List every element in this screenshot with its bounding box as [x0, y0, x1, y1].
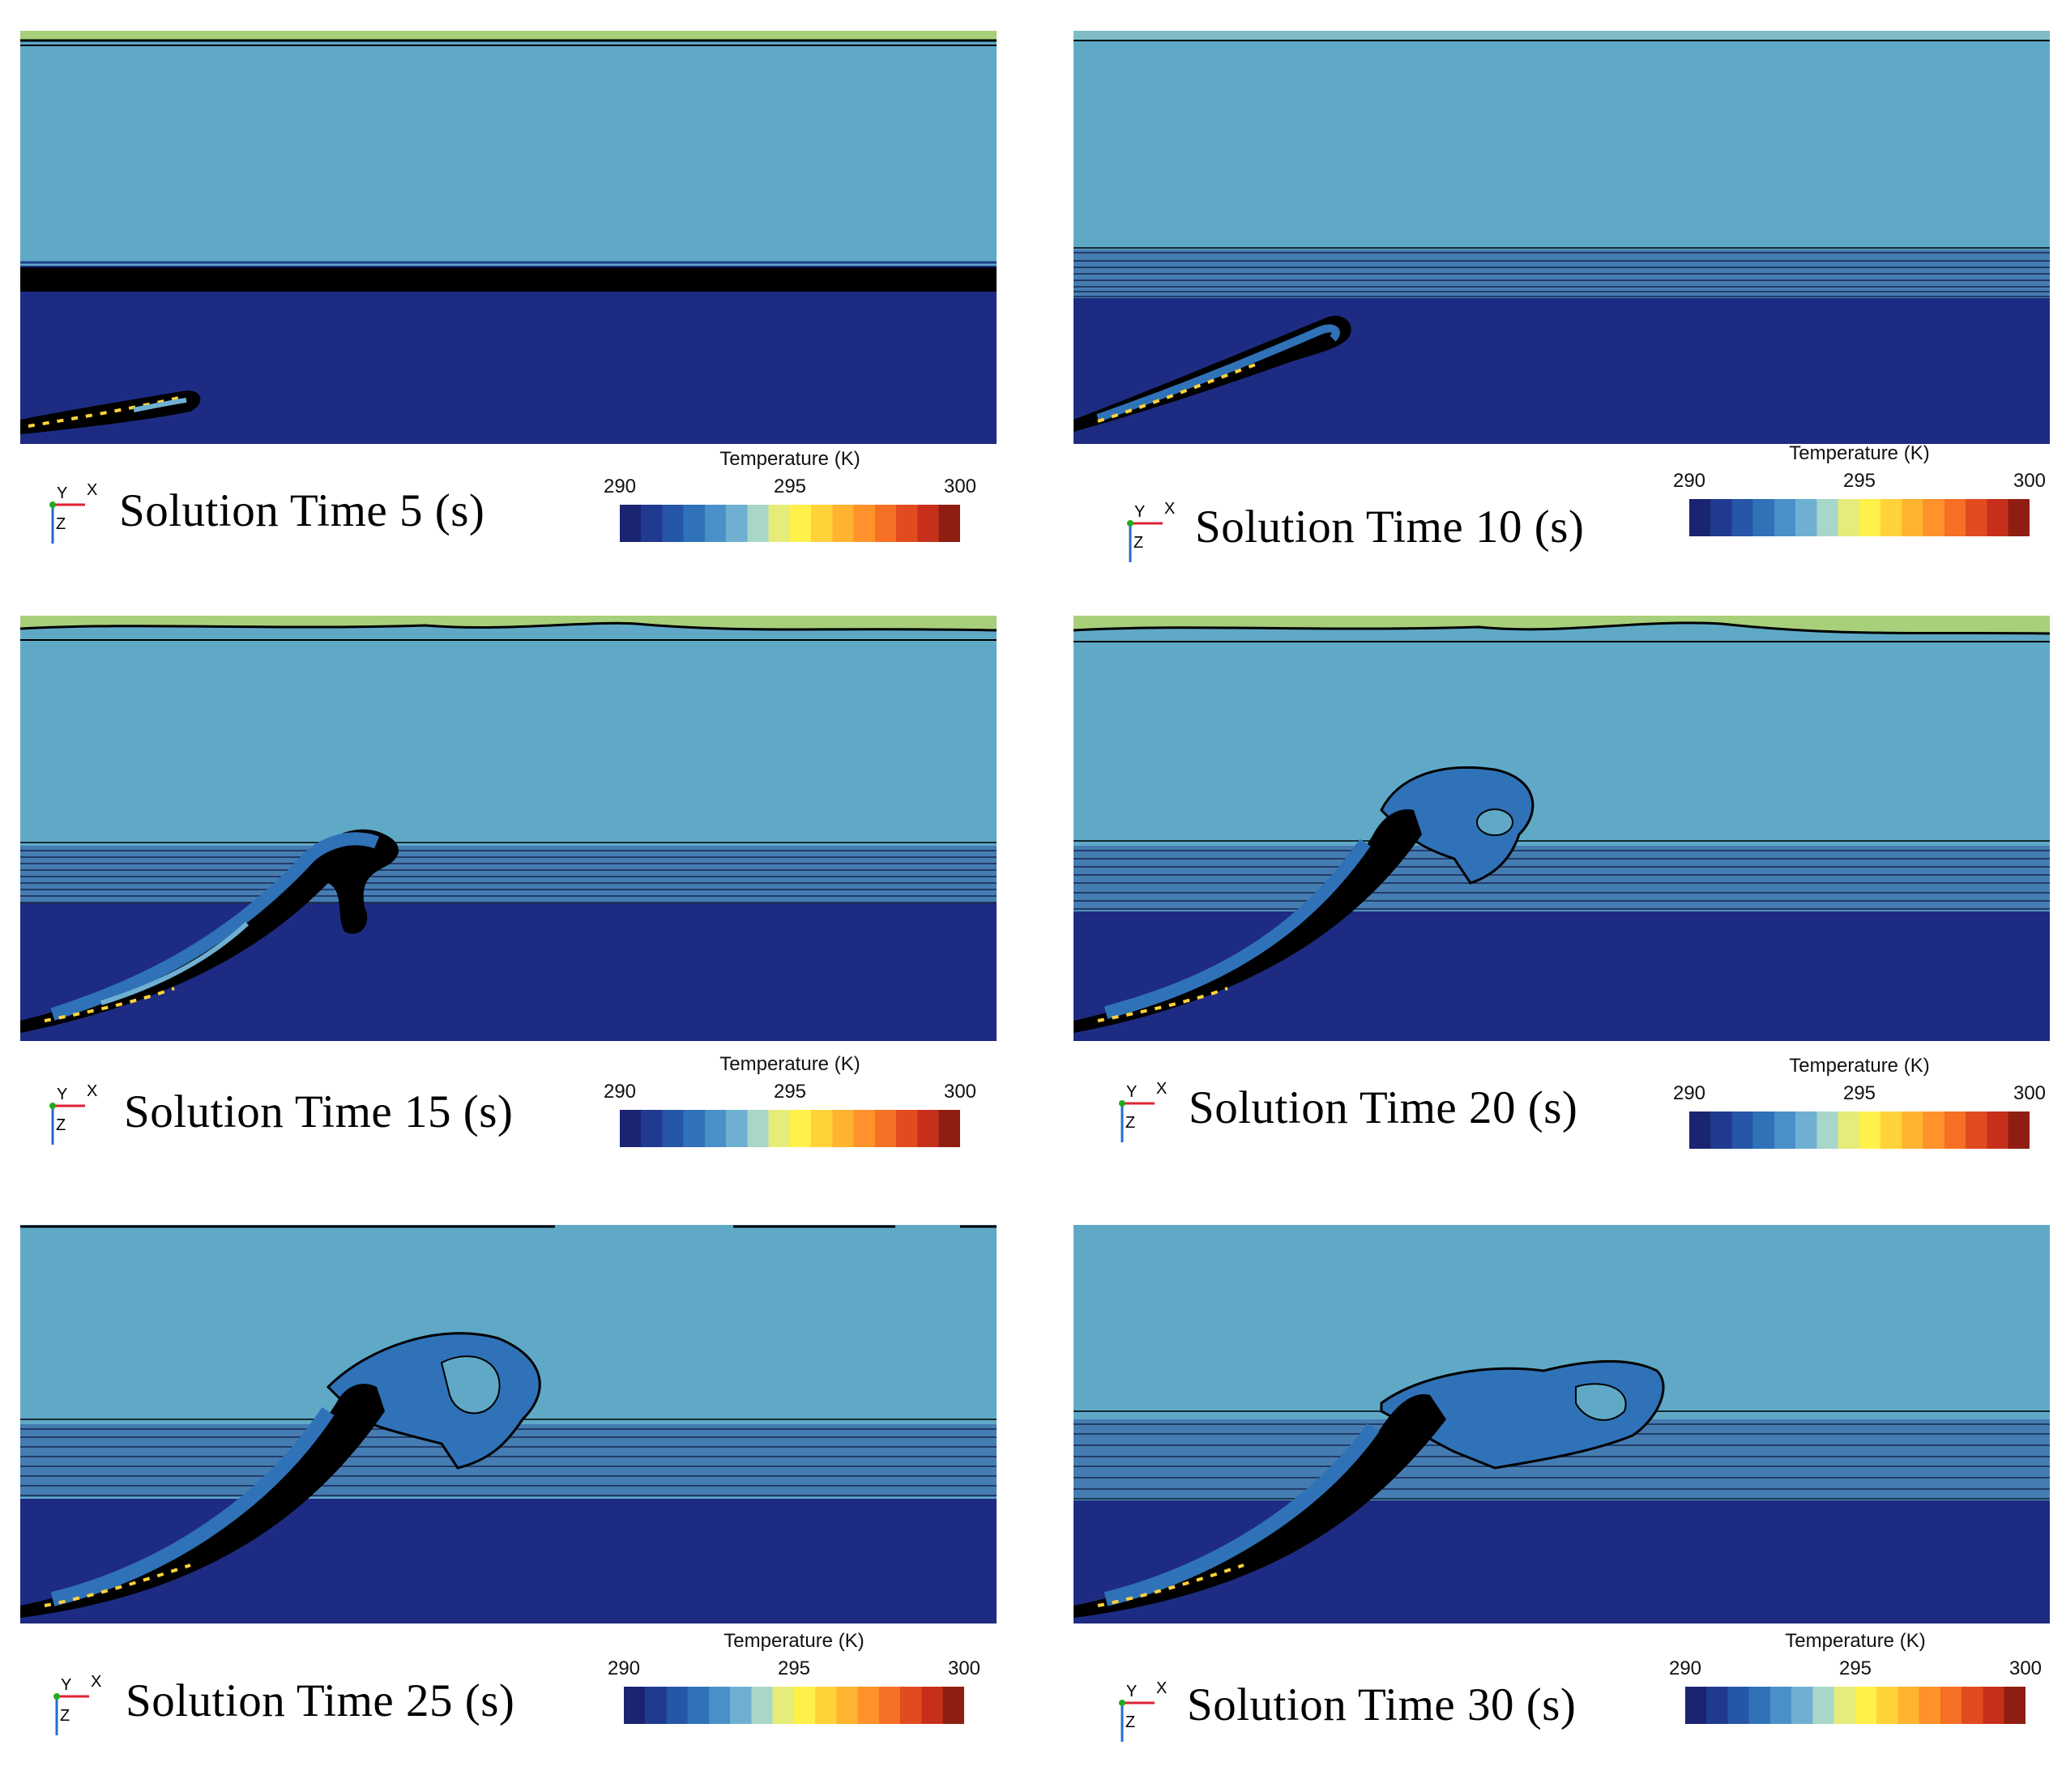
panel-t10: Y X Z Solution Time 10 (s) Temperature (…	[1074, 31, 2050, 598]
legend-tick-300: 300	[943, 1081, 977, 1103]
legend-title: Temperature (K)	[1789, 1055, 1930, 1077]
svg-text:Y: Y	[57, 484, 67, 502]
temperature-field-t20	[1074, 616, 2050, 1041]
svg-text:Y: Y	[57, 1086, 67, 1103]
legend-title: Temperature (K)	[724, 1630, 864, 1652]
axis-triad-icon: Y X Z	[49, 1082, 97, 1145]
svg-text:X: X	[1156, 1080, 1167, 1098]
legend-title: Temperature (K)	[1789, 442, 1930, 464]
legend-tick-295: 295	[777, 1658, 811, 1679]
temperature-field-t5	[20, 31, 997, 444]
legend-tick-300: 300	[2008, 1658, 2043, 1679]
svg-text:Z: Z	[56, 1116, 66, 1134]
solution-time-caption: Solution Time 25 (s)	[126, 1675, 515, 1726]
legend-tick-300: 300	[947, 1658, 981, 1679]
svg-text:Z: Z	[1125, 1713, 1135, 1731]
temperature-legend: Temperature (K) 290 295 300	[604, 1053, 976, 1150]
legend-title: Temperature (K)	[719, 448, 860, 470]
temperature-field-t15	[20, 616, 997, 1041]
legend-tick-290: 290	[1672, 1082, 1706, 1104]
solution-time-caption: Solution Time 15 (s)	[124, 1086, 514, 1137]
panel-t20: Y X Z Solution Time 20 (s) Temperature (…	[1074, 616, 2050, 1183]
temperature-legend: Temperature (K) 290 295 300	[1669, 1630, 2042, 1727]
svg-text:Z: Z	[1125, 1114, 1135, 1132]
solution-time-caption: Solution Time 10 (s)	[1195, 501, 1585, 553]
svg-text:X: X	[87, 481, 97, 499]
temperature-legend: Temperature (K) 290 295 300	[604, 448, 976, 545]
legend-tick-295: 295	[1842, 1082, 1876, 1104]
legend-colorbar	[620, 505, 960, 542]
panel-t25: Y X Z Solution Time 25 (s) Temperature (…	[20, 1225, 997, 1792]
panel-t30: Y X Z Solution Time 30 (s) Temperature (…	[1074, 1225, 2050, 1792]
temperature-field-t25	[20, 1225, 997, 1623]
temperature-legend: Temperature (K) 290 295 300	[608, 1630, 980, 1727]
svg-text:Y: Y	[61, 1676, 71, 1694]
legend-title: Temperature (K)	[1785, 1630, 1926, 1652]
legend-tick-290: 290	[603, 476, 637, 497]
svg-text:Z: Z	[56, 515, 66, 533]
temperature-legend: Temperature (K) 290 295 300	[1673, 1055, 2046, 1152]
legend-tick-300: 300	[943, 476, 977, 497]
axis-triad-icon: Y X Z	[53, 1673, 101, 1735]
svg-text:X: X	[87, 1082, 97, 1100]
svg-text:Y: Y	[1134, 503, 1145, 521]
axis-triad-icon: Y X Z	[1119, 1080, 1167, 1142]
svg-text:Y: Y	[1126, 1083, 1137, 1101]
legend-title: Temperature (K)	[719, 1053, 860, 1075]
svg-text:Z: Z	[60, 1707, 70, 1725]
legend-tick-295: 295	[1842, 470, 1876, 492]
solution-time-caption: Solution Time 20 (s)	[1189, 1082, 1578, 1133]
panel-t5: Y X Z Solution Time 5 (s) Temperature (K…	[20, 31, 997, 598]
temperature-field-t10	[1074, 31, 2050, 444]
legend-colorbar	[624, 1687, 964, 1724]
legend-tick-300: 300	[2013, 1082, 2047, 1104]
solution-time-caption: Solution Time 30 (s)	[1187, 1679, 1577, 1730]
panel-t15: Y X Z Solution Time 15 (s) Temperature (…	[20, 616, 997, 1183]
legend-colorbar	[1689, 499, 2030, 536]
legend-tick-300: 300	[2013, 470, 2047, 492]
solution-time-caption: Solution Time 5 (s)	[119, 485, 485, 536]
svg-text:Z: Z	[1133, 534, 1143, 552]
legend-tick-295: 295	[773, 1081, 807, 1103]
legend-tick-290: 290	[1672, 470, 1706, 492]
svg-text:X: X	[91, 1673, 101, 1691]
legend-colorbar	[1689, 1111, 2030, 1149]
svg-text:X: X	[1156, 1679, 1167, 1697]
legend-colorbar	[1685, 1687, 2025, 1724]
axis-triad-icon: Y X Z	[1127, 500, 1175, 562]
axis-triad-icon: Y X Z	[1119, 1679, 1167, 1742]
legend-colorbar	[620, 1110, 960, 1147]
legend-tick-295: 295	[773, 476, 807, 497]
legend-tick-290: 290	[603, 1081, 637, 1103]
legend-tick-290: 290	[607, 1658, 641, 1679]
temperature-legend: Temperature (K) 290 295 300	[1673, 442, 2046, 540]
svg-text:X: X	[1164, 500, 1175, 518]
legend-tick-295: 295	[1838, 1658, 1872, 1679]
axis-triad-icon: Y X Z	[49, 481, 97, 544]
svg-text:Y: Y	[1126, 1683, 1137, 1700]
temperature-field-t30	[1074, 1225, 2050, 1623]
legend-tick-290: 290	[1668, 1658, 1702, 1679]
